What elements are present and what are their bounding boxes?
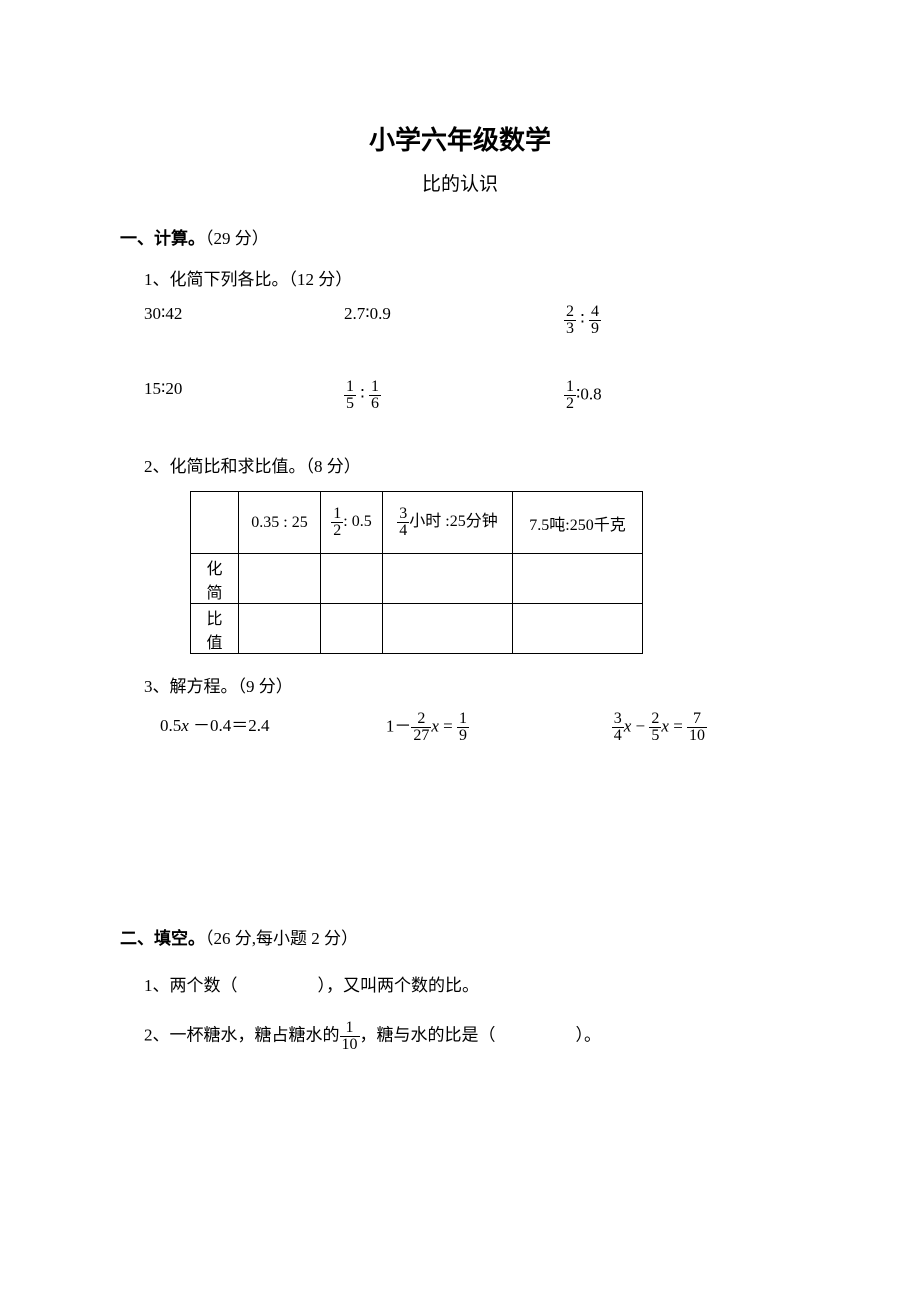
fill-2-post: ）。 — [576, 1025, 602, 1044]
frac-num: 1 — [344, 379, 356, 395]
q1-row1: 30∶42 2.7∶0.9 23 ∶ 49 — [144, 304, 800, 337]
fill-1-pre: 1、两个数（ — [144, 976, 238, 995]
section-2-header-pts: （26 分,每小题 2 分） — [205, 929, 358, 948]
eq-1: 0.5x －0.4＝2.4 — [160, 711, 386, 744]
frac-num: 4 — [589, 304, 601, 320]
ratio-tail: ∶0.8 — [576, 384, 602, 403]
q3-equations: 0.5x －0.4＝2.4 1－227x = 19 34x − 25x = 71… — [160, 711, 800, 744]
section-1-header: 一、计算。（29 分） — [120, 224, 800, 249]
q1-r2-a: 15∶20 — [144, 379, 344, 412]
frac-den: 27 — [411, 727, 431, 744]
frac-num: 1 — [564, 379, 576, 395]
cell-blank — [191, 492, 239, 554]
q1-r1-c: 23 ∶ 49 — [564, 304, 764, 337]
eq3-minus: − — [631, 716, 649, 735]
frac-den: 10 — [687, 727, 707, 744]
frac-den: 5 — [344, 395, 356, 412]
fill-1-post: ），又叫两个数的比。 — [318, 976, 480, 995]
frac-den: 9 — [589, 320, 601, 337]
frac-den: 2 — [331, 522, 343, 539]
cell-blank — [239, 604, 321, 654]
frac-num: 1 — [331, 506, 343, 522]
cell-blank — [513, 554, 643, 604]
eq3-eq: = — [669, 716, 687, 735]
eq-2: 1－227x = 19 — [386, 711, 612, 744]
row-label-1: 化简 — [191, 554, 239, 604]
q2-label: 2、化简比和求比值。（8 分） — [144, 452, 800, 477]
frac-den: 9 — [457, 727, 469, 744]
section-1-header-pts: （29 分） — [205, 229, 269, 248]
frac-den: 4 — [612, 727, 624, 744]
q1-row2: 15∶20 15 ∶ 16 12∶0.8 — [144, 379, 800, 412]
col-h2-tail: : 0.5 — [343, 513, 371, 530]
frac-num: 1 — [340, 1020, 360, 1036]
row-label-2: 比值 — [191, 604, 239, 654]
cell-blank — [513, 604, 643, 654]
col-h3-tail: 小时 :25分钟 — [409, 513, 497, 530]
table-row: 化简 — [191, 554, 643, 604]
q1-r2-b: 15 ∶ 16 — [344, 379, 564, 412]
eq2-pre: 1－ — [386, 716, 412, 735]
cell-blank — [383, 604, 513, 654]
frac-num: 3 — [397, 506, 409, 522]
q1-label: 1、化简下列各比。（12 分） — [144, 265, 800, 290]
fill-2-mid: ，糖与水的比是（ — [360, 1025, 496, 1044]
frac-den: 10 — [340, 1036, 360, 1053]
ratio-colon: ∶ — [360, 384, 369, 403]
var-x: x — [661, 716, 669, 735]
frac-den: 4 — [397, 522, 409, 539]
fill-1: 1、两个数（ ），又叫两个数的比。 — [144, 971, 800, 1002]
cell-blank — [239, 554, 321, 604]
eq1-post: －0.4＝2.4 — [189, 716, 270, 735]
col-h3: 34小时 :25分钟 — [383, 492, 513, 554]
frac-num: 2 — [564, 304, 576, 320]
frac-num: 7 — [687, 711, 707, 727]
col-h4: 7.5吨:250千克 — [513, 492, 643, 554]
q3-label: 3、解方程。（9 分） — [144, 672, 800, 697]
col-h2: 12: 0.5 — [321, 492, 383, 554]
page-subtitle: 比的认识 — [120, 169, 800, 196]
eq1-pre: 0.5 — [160, 716, 181, 735]
frac-den: 5 — [649, 727, 661, 744]
q1-r1-a: 30∶42 — [144, 304, 344, 337]
table-row: 比值 — [191, 604, 643, 654]
q2-table: 0.35 : 25 12: 0.5 34小时 :25分钟 7.5吨:250千克 … — [190, 491, 643, 654]
col-h1: 0.35 : 25 — [239, 492, 321, 554]
eq2-mid: = — [439, 716, 457, 735]
table-row: 0.35 : 25 12: 0.5 34小时 :25分钟 7.5吨:250千克 — [191, 492, 643, 554]
var-x: x — [431, 716, 439, 735]
frac-den: 3 — [564, 320, 576, 337]
frac-num: 1 — [457, 711, 469, 727]
frac-num: 2 — [649, 711, 661, 727]
frac-den: 6 — [369, 395, 381, 412]
q1-r1-b: 2.7∶0.9 — [344, 304, 564, 337]
ratio-colon: ∶ — [580, 309, 589, 328]
frac-num: 1 — [369, 379, 381, 395]
cell-blank — [321, 604, 383, 654]
section-1-header-bold: 一、计算。 — [120, 229, 205, 248]
cell-blank — [321, 554, 383, 604]
frac-num: 3 — [612, 711, 624, 727]
section-2-header: 二、填空。（26 分,每小题 2 分） — [120, 924, 800, 949]
section-2-header-bold: 二、填空。 — [120, 929, 205, 948]
fill-2-pre: 2、一杯糖水，糖占糖水的 — [144, 1025, 340, 1044]
frac-den: 2 — [564, 395, 576, 412]
frac-num: 2 — [411, 711, 431, 727]
eq-3: 34x − 25x = 710 — [612, 711, 800, 744]
page-title: 小学六年级数学 — [120, 120, 800, 157]
var-x: x — [181, 716, 189, 735]
fill-2: 2、一杯糖水，糖占糖水的110，糖与水的比是（ ）。 — [144, 1020, 800, 1053]
q1-r2-c: 12∶0.8 — [564, 379, 764, 412]
cell-blank — [383, 554, 513, 604]
